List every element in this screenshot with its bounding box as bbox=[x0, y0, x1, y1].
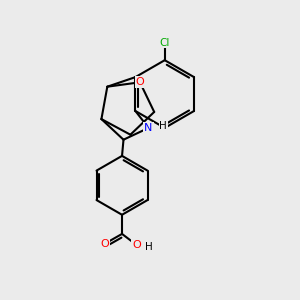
Text: Cl: Cl bbox=[160, 38, 170, 47]
Text: O: O bbox=[100, 238, 109, 249]
Text: H: H bbox=[145, 242, 153, 252]
Text: H: H bbox=[159, 122, 167, 131]
Text: O: O bbox=[136, 77, 144, 87]
Text: N: N bbox=[144, 123, 153, 133]
Text: O: O bbox=[132, 240, 141, 250]
